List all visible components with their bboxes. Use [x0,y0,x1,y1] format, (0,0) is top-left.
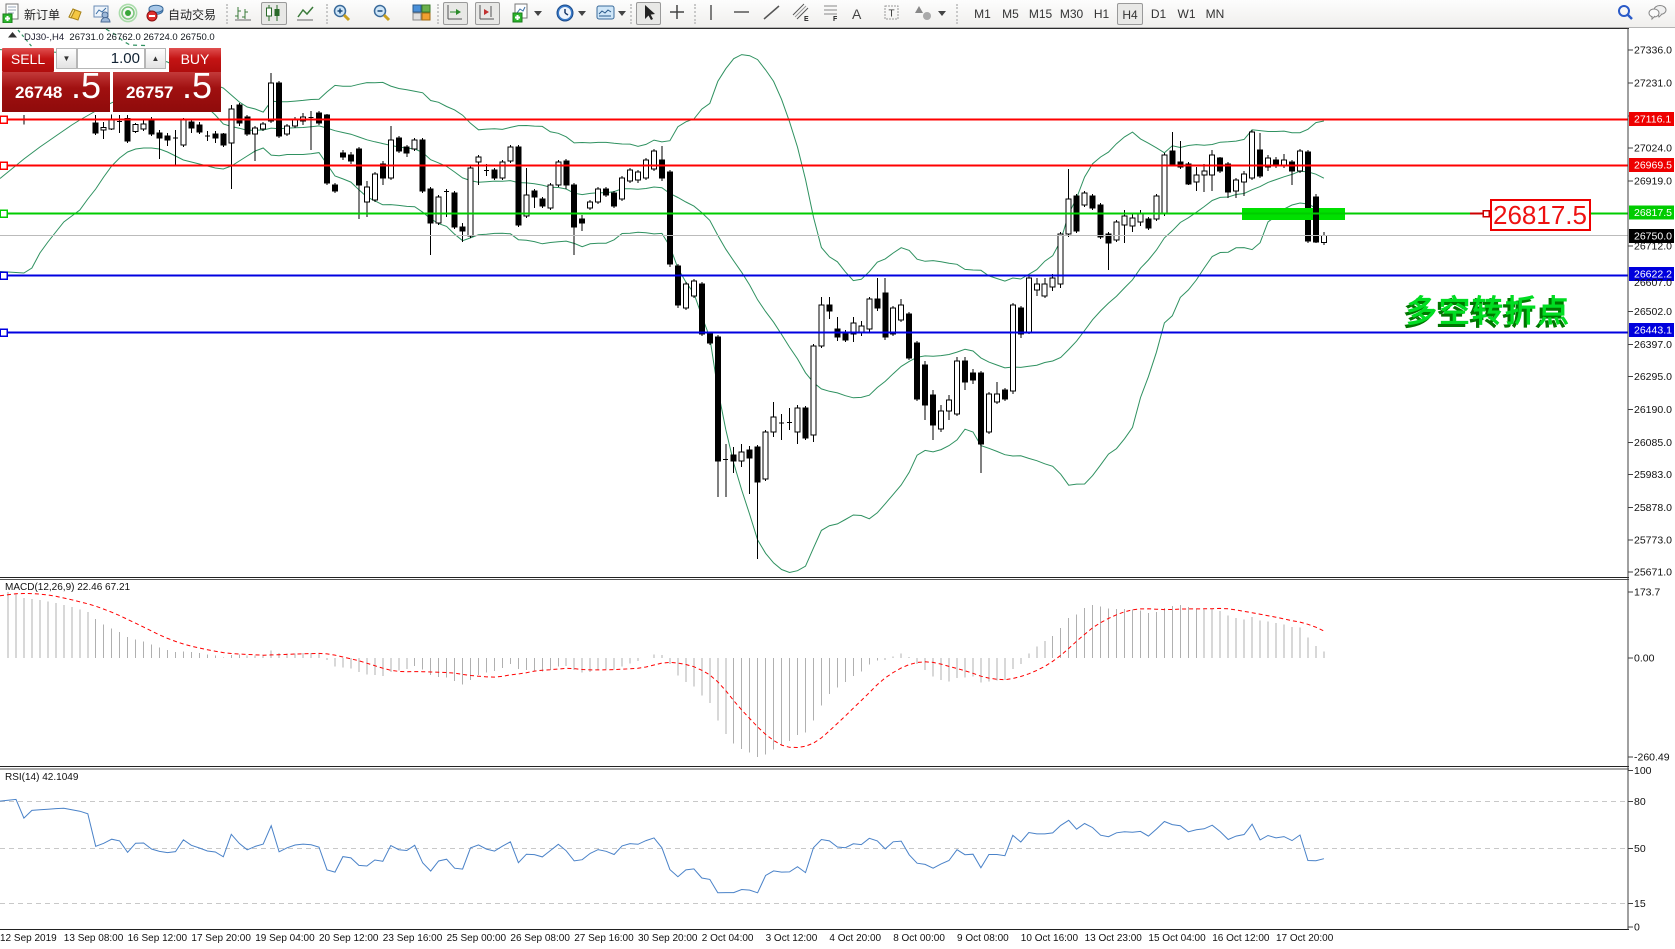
svg-text:25773.0: 25773.0 [1634,535,1672,547]
svg-text:27231.0: 27231.0 [1634,78,1672,90]
svg-text:26969.5: 26969.5 [1634,160,1672,172]
svg-text:多空转折点: 多空转折点 [1406,294,1571,329]
svg-text:8 Oct 00:00: 8 Oct 00:00 [893,933,945,944]
svg-text:0: 0 [1634,921,1640,933]
svg-text:15: 15 [1634,898,1646,910]
svg-text:25671.0: 25671.0 [1634,567,1672,579]
svg-text:26919.0: 26919.0 [1634,175,1672,187]
svg-text:0.00: 0.00 [1634,653,1655,665]
svg-text:多空转折点: 多空转折点 [1403,297,1568,332]
svg-text:50: 50 [1634,843,1646,855]
svg-text:173.7: 173.7 [1634,586,1660,598]
svg-text:16 Oct 12:00: 16 Oct 12:00 [1212,933,1270,944]
svg-text:27024.0: 27024.0 [1634,143,1672,155]
svg-text:17 Oct 20:00: 17 Oct 20:00 [1276,933,1334,944]
svg-text:25 Sep 00:00: 25 Sep 00:00 [447,933,507,944]
svg-text:15 Oct 04:00: 15 Oct 04:00 [1148,933,1206,944]
svg-text:26817.5: 26817.5 [1493,200,1587,230]
svg-text:26 Sep 08:00: 26 Sep 08:00 [510,933,570,944]
svg-text:26622.2: 26622.2 [1634,269,1672,281]
svg-text:25878.0: 25878.0 [1634,502,1672,514]
svg-text:RSI(14) 42.1049: RSI(14) 42.1049 [5,772,79,783]
svg-text:30 Sep 20:00: 30 Sep 20:00 [638,933,698,944]
svg-text:20 Sep 12:00: 20 Sep 12:00 [319,933,379,944]
svg-text:12 Sep 2019: 12 Sep 2019 [0,933,57,944]
svg-text:25983.0: 25983.0 [1634,469,1672,481]
svg-text:17 Sep 20:00: 17 Sep 20:00 [191,933,251,944]
svg-text:3 Oct 12:00: 3 Oct 12:00 [766,933,818,944]
svg-text:26443.1: 26443.1 [1634,325,1672,337]
svg-text:26085.0: 26085.0 [1634,437,1672,449]
svg-text:E: E [804,16,809,23]
svg-text:26295.0: 26295.0 [1634,371,1672,383]
svg-text:26817.5: 26817.5 [1634,207,1672,219]
svg-text:26502.0: 26502.0 [1634,306,1672,318]
svg-text:19 Sep 04:00: 19 Sep 04:00 [255,933,315,944]
svg-text:13 Sep 08:00: 13 Sep 08:00 [64,933,124,944]
svg-text:13 Oct 23:00: 13 Oct 23:00 [1085,933,1143,944]
svg-text:4 Oct 20:00: 4 Oct 20:00 [829,933,881,944]
svg-text:9 Oct 08:00: 9 Oct 08:00 [957,933,1009,944]
svg-text:2 Oct 04:00: 2 Oct 04:00 [702,933,754,944]
svg-text:27116.1: 27116.1 [1634,114,1671,126]
svg-text:16 Sep 12:00: 16 Sep 12:00 [128,933,188,944]
svg-text:DJ30-,H4 26731.0 26762.0 2672: DJ30-,H4 26731.0 26762.0 26724.0 26750.0 [24,32,215,43]
svg-text:23 Sep 16:00: 23 Sep 16:00 [383,933,443,944]
svg-text:MACD(12,26,9) 22.46 67.21: MACD(12,26,9) 22.46 67.21 [5,582,131,593]
svg-text:T: T [889,9,895,20]
svg-text:26750.0: 26750.0 [1634,230,1672,242]
svg-text:26190.0: 26190.0 [1634,404,1672,416]
svg-text:10 Oct 16:00: 10 Oct 16:00 [1021,933,1079,944]
svg-text:100: 100 [1634,765,1652,777]
svg-text:26397.0: 26397.0 [1634,339,1672,351]
svg-text:F: F [833,16,838,23]
svg-text:80: 80 [1634,796,1646,808]
svg-text:27 Sep 16:00: 27 Sep 16:00 [574,933,634,944]
svg-text:-260.49: -260.49 [1634,752,1670,764]
svg-text:26607.0: 26607.0 [1634,277,1672,289]
svg-text:26712.0: 26712.0 [1634,240,1672,252]
svg-text:27336.0: 27336.0 [1634,45,1672,57]
